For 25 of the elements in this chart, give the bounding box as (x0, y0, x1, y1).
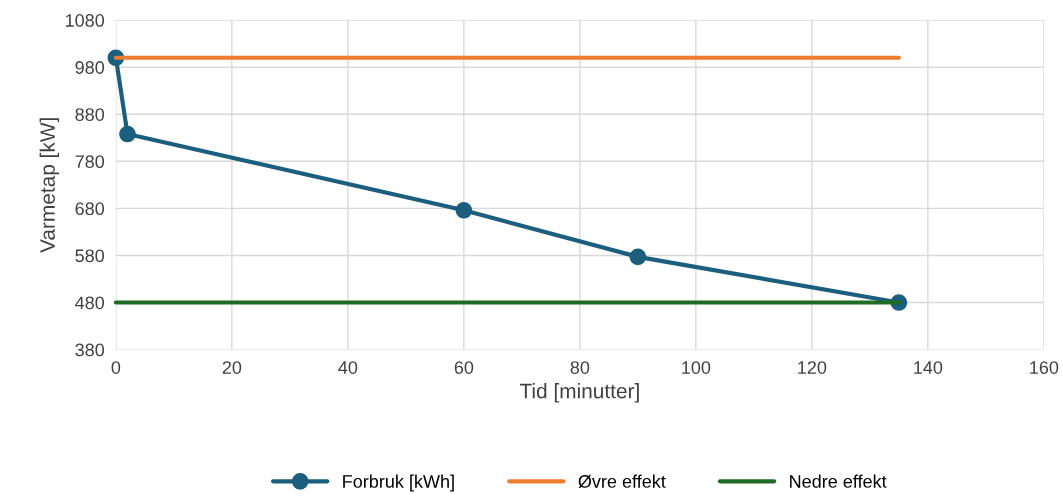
x-tick-label: 140 (914, 361, 943, 374)
y-axis-title: Varmetap [kW] (39, 118, 60, 253)
y-tick-label: 680 (75, 202, 105, 216)
point (629, 248, 647, 266)
point (455, 201, 473, 219)
x-tick-label: 100 (682, 361, 711, 374)
y-tick-label: 880 (75, 108, 105, 121)
legend-label: Øvre effekt (578, 474, 666, 489)
point (119, 125, 136, 143)
y-tick-label: 980 (75, 61, 105, 74)
y-tick-label: 580 (75, 249, 105, 263)
legend-label: Nedre effekt (790, 474, 887, 488)
y-tick-label: 480 (75, 296, 105, 310)
x-tick-label: 160 (1030, 361, 1059, 374)
x-tick-label: 80 (570, 361, 590, 374)
x-tick-label: 120 (798, 361, 827, 374)
legend-label: Forbruk [kWh] (343, 474, 454, 492)
y-tick-label: 380 (75, 343, 105, 357)
x-tick-label: 20 (222, 361, 242, 374)
x-tick-label: 0 (111, 361, 121, 374)
x-axis-title: Tid [minutter] (519, 383, 639, 403)
x-tick-label: 60 (454, 361, 474, 374)
x-tick-label: 40 (338, 361, 358, 374)
y-tick-label: 1080 (65, 14, 105, 27)
y-tick-label: 780 (75, 155, 105, 169)
